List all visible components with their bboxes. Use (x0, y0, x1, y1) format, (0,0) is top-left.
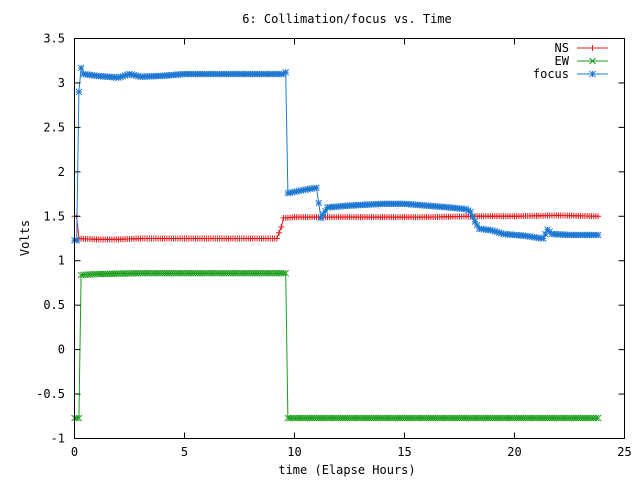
series-layer (71, 64, 602, 422)
y-tick-label: 0.5 (43, 298, 65, 312)
x-tick-label: 10 (287, 445, 301, 459)
plot-frame (74, 38, 625, 439)
data-point-focus (282, 68, 290, 76)
data-point-focus (495, 229, 503, 236)
data-point-focus (132, 72, 140, 80)
y-tick-label: 2 (58, 165, 65, 179)
data-point-ew (594, 414, 602, 422)
data-point-ew (75, 414, 83, 422)
y-tick-label: 1 (58, 254, 65, 268)
data-point-focus (313, 184, 320, 192)
y-tick-label: 0 (58, 343, 65, 357)
data-point-ew (592, 414, 600, 422)
x-tick-label: 25 (617, 445, 631, 459)
x-tick-label: 15 (397, 445, 411, 459)
data-point-focus (134, 72, 142, 80)
y-tick-label: 3.5 (43, 32, 65, 46)
data-point-focus (473, 221, 481, 229)
data-point-focus (321, 207, 329, 215)
data-point-focus (493, 228, 501, 236)
data-point-focus (467, 208, 474, 216)
y-tick-label: -0.5 (36, 387, 65, 401)
data-point-ew (280, 269, 287, 277)
data-point-focus (315, 199, 323, 207)
series-focus (71, 64, 602, 244)
data-point-focus (119, 72, 127, 80)
data-point-focus (121, 72, 129, 79)
legend-marker (589, 45, 596, 51)
series-ns (71, 212, 602, 243)
data-point-focus (75, 88, 83, 96)
data-point-focus (319, 211, 327, 218)
data-point-focus (491, 227, 499, 235)
data-point-focus (128, 71, 136, 78)
data-point-focus (469, 213, 477, 221)
data-point-ns (276, 229, 283, 236)
data-point-focus (541, 230, 549, 238)
legend-marker (589, 70, 596, 78)
data-point-focus (539, 235, 547, 242)
x-tick-label: 20 (507, 445, 521, 459)
legend-label: EW (555, 54, 570, 68)
y-tick-label: 3 (58, 76, 65, 90)
data-point-focus (464, 207, 472, 214)
series-ew (71, 269, 602, 422)
data-point-ns (278, 223, 285, 230)
data-point-focus (462, 205, 470, 213)
data-point-focus (117, 73, 125, 81)
y-tick-label: 2.5 (43, 120, 65, 134)
x-axis-label: time (Elapse Hours) (278, 463, 415, 477)
data-point-focus (73, 236, 81, 244)
data-point-focus (77, 64, 85, 72)
legend-label: NS (555, 41, 569, 55)
data-point-ns (273, 235, 280, 242)
x-tick-label: 0 (71, 445, 78, 459)
legend-marker (589, 57, 596, 65)
data-point-focus (115, 74, 122, 81)
data-point-focus (489, 227, 496, 234)
data-point-focus (126, 70, 133, 78)
legend-label: focus (533, 67, 569, 81)
data-point-focus (123, 71, 131, 79)
x-tick-label: 5 (181, 445, 188, 459)
y-tick-label: -1 (51, 432, 65, 446)
data-point-focus (471, 218, 479, 225)
data-point-ns (595, 213, 602, 220)
data-point-focus (130, 71, 138, 79)
data-point-focus (317, 214, 325, 222)
data-point-ew (282, 269, 290, 277)
chart-title: 6: Collimation/focus vs. Time (242, 12, 452, 26)
y-tick-label: 1.5 (43, 209, 65, 223)
data-point-focus (594, 231, 602, 239)
data-point-focus (497, 229, 505, 237)
y-axis-label: Volts (18, 220, 32, 256)
tick-layer: 0 5 10 15 20 25 -1 -0.5 0 0.5 1 1.5 2 2.5 3 3.5 (36, 32, 632, 460)
